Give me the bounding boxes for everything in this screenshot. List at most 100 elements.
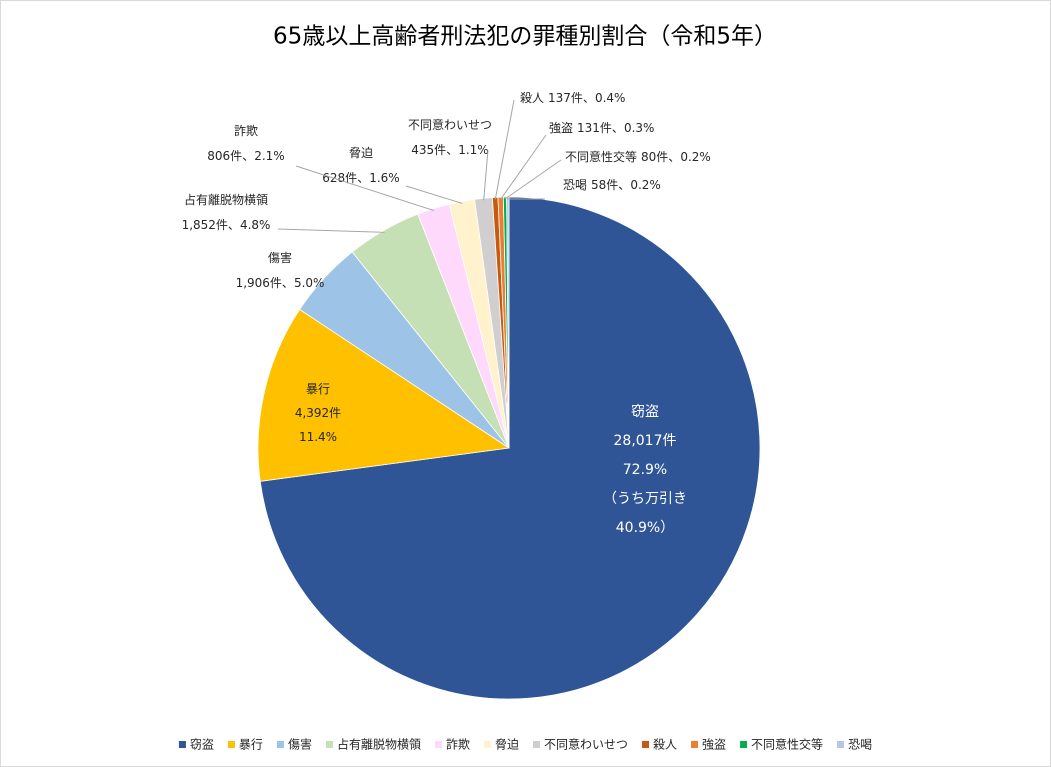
- data-label: 1,852件、4.8%: [182, 218, 271, 232]
- data-label-part: 0.4%: [595, 91, 626, 105]
- data-label-part: 窃盗: [631, 404, 659, 420]
- legend-swatch: [178, 741, 186, 748]
- data-label-part: 、: [668, 150, 680, 164]
- leader-line: [277, 228, 385, 233]
- data-label-part: 1,906件: [236, 276, 282, 290]
- legend: 窃盗 暴行 傷害 占有離脱物横領 詐欺 脅迫 不同意わいせつ 殺人 強盗 不同意性交等 恐喝: [178, 737, 872, 752]
- data-label-part: （うち万引き: [603, 491, 687, 507]
- data-label: 72.9%: [623, 462, 667, 478]
- legend-label: 脅迫: [495, 737, 519, 752]
- data-label: 1,906件、5.0%: [236, 276, 325, 290]
- legend-label: 占有離脱物横領: [337, 737, 421, 752]
- data-label-part: 恐喝: [563, 178, 587, 192]
- pie-slice: [257, 308, 511, 482]
- data-label-part: 4.8%: [240, 218, 271, 232]
- data-label-part: 137件: [548, 91, 583, 105]
- legend-swatch: [434, 741, 442, 748]
- data-label: 628件、1.6%: [322, 171, 399, 185]
- legend-swatch: [276, 741, 284, 748]
- data-label-part: 0.2%: [630, 178, 661, 192]
- data-label-part: 、: [618, 178, 630, 192]
- data-label-part: 強盗: [549, 120, 573, 135]
- data-label-part: 傷害: [268, 250, 292, 265]
- data-label: 占有離脱物横領: [184, 192, 268, 207]
- legend-swatch: [691, 741, 699, 748]
- data-label-part: 58件: [591, 178, 618, 192]
- legend-swatch: [533, 741, 541, 748]
- data-label-part: 5.0%: [294, 276, 325, 290]
- legend-swatch: [483, 741, 491, 748]
- data-label-part: 72.9%: [623, 462, 667, 478]
- data-label-part: 、: [612, 121, 624, 135]
- data-label-part: 、: [583, 91, 595, 105]
- data-label-part: 80件: [641, 150, 668, 164]
- data-label-part: 暴行: [306, 382, 330, 396]
- data-label-part: 不同意性交等: [565, 150, 637, 164]
- pie-slice: [259, 196, 761, 700]
- data-label: 殺人 137件、0.4%: [520, 90, 625, 105]
- legend-label: 強盗: [702, 737, 726, 752]
- data-label-part: 628件: [322, 171, 357, 185]
- leader-line: [405, 185, 463, 204]
- data-label-part: 占有離脱物横領: [184, 192, 268, 207]
- chart-title: 65歳以上高齢者刑法犯の罪種別割合（令和5年）: [273, 24, 777, 50]
- data-label-part: 2.1%: [254, 149, 285, 163]
- data-label: 11.4%: [299, 430, 337, 444]
- data-label-part: 11.4%: [299, 430, 337, 444]
- data-label-part: 脅迫: [349, 145, 373, 160]
- data-label-part: 435件: [411, 143, 446, 157]
- data-label-part: 0.2%: [680, 150, 711, 164]
- data-label: 窃盗: [631, 404, 659, 420]
- legend-label: 不同意わいせつ: [544, 738, 628, 752]
- leader-line: [500, 134, 547, 200]
- legend-label: 詐欺: [446, 737, 470, 752]
- data-label-part: 、: [446, 143, 458, 157]
- data-label: 強盗 131件、0.3%: [549, 120, 654, 135]
- data-label-part: 、: [282, 276, 294, 290]
- data-label: 40.9%）: [616, 520, 674, 536]
- legend-label: 暴行: [239, 738, 263, 752]
- data-label: 恐喝 58件、0.2%: [563, 178, 661, 192]
- data-label-part: 1.1%: [458, 143, 489, 157]
- data-label: 不同意性交等 80件、0.2%: [565, 150, 711, 164]
- legend-swatch: [642, 741, 650, 748]
- data-label: 28,017件: [614, 433, 677, 449]
- data-label-part: 131件: [577, 121, 612, 135]
- legend-label: 殺人: [653, 737, 677, 752]
- data-label: 4,392件: [295, 406, 341, 420]
- leader-line: [504, 159, 562, 200]
- legend-swatch: [325, 741, 333, 748]
- data-label-part: 4,392件: [295, 406, 341, 420]
- data-label: 暴行: [306, 382, 330, 396]
- data-label: 435件、1.1%: [411, 143, 488, 157]
- leader-line: [295, 165, 435, 212]
- data-label-part: 28,017件: [614, 433, 677, 449]
- data-label-part: 、: [228, 218, 240, 232]
- data-label-part: 不同意わいせつ: [408, 118, 492, 132]
- data-label-part: 1.6%: [369, 171, 400, 185]
- data-label: 脅迫: [349, 145, 373, 160]
- data-label-part: 、: [242, 149, 254, 163]
- data-label-part: 詐欺: [234, 123, 258, 138]
- legend-label: 恐喝: [848, 738, 872, 752]
- data-label: 傷害: [268, 250, 292, 265]
- data-label-part: 、: [357, 171, 369, 185]
- data-label-part: 殺人: [520, 90, 544, 105]
- legend-label: 不同意性交等: [751, 738, 823, 752]
- data-label-part: 1,852件: [182, 218, 228, 232]
- data-label-part: 0.3%: [624, 121, 655, 135]
- data-label-part: 40.9%）: [616, 520, 674, 536]
- legend-swatch: [227, 741, 235, 748]
- data-label-part: 806件: [207, 149, 242, 163]
- leader-line: [483, 149, 489, 201]
- data-label: 806件、2.1%: [207, 149, 284, 163]
- data-label: （うち万引き: [603, 491, 687, 507]
- data-label: 詐欺: [234, 123, 258, 138]
- leader-line: [494, 99, 515, 200]
- legend-swatch: [740, 741, 748, 748]
- legend-label: 傷害: [288, 737, 312, 752]
- legend-swatch: [837, 741, 845, 748]
- legend-label: 窃盗: [190, 737, 214, 752]
- data-label: 不同意わいせつ: [408, 118, 492, 132]
